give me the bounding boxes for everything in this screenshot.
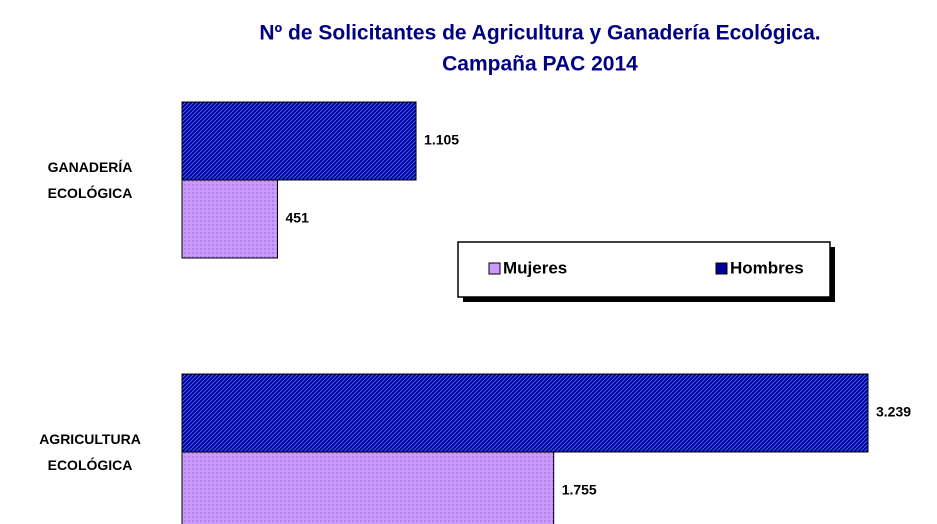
bar [181,451,555,524]
value-label: 1.105 [424,132,459,148]
bar [181,101,417,181]
bar [181,179,279,259]
legend-box [457,241,831,298]
chart-title: Campaña PAC 2014 [442,53,638,76]
value-label: 3.239 [876,404,911,420]
legend-swatch [715,262,728,275]
category-label: AGRICULTURA ECOLÓGICA [39,431,141,473]
chart-title: Nº de Solicitantes de Agricultura y Gana… [259,22,820,45]
value-label: 1.755 [562,482,597,498]
legend-label: Hombres [730,258,804,277]
bar [181,373,869,453]
value-label: 451 [286,210,310,226]
legend-swatch [488,262,501,275]
legend-label: Mujeres [503,258,567,277]
category-label: GANADERÍA ECOLÓGICA [47,159,133,201]
